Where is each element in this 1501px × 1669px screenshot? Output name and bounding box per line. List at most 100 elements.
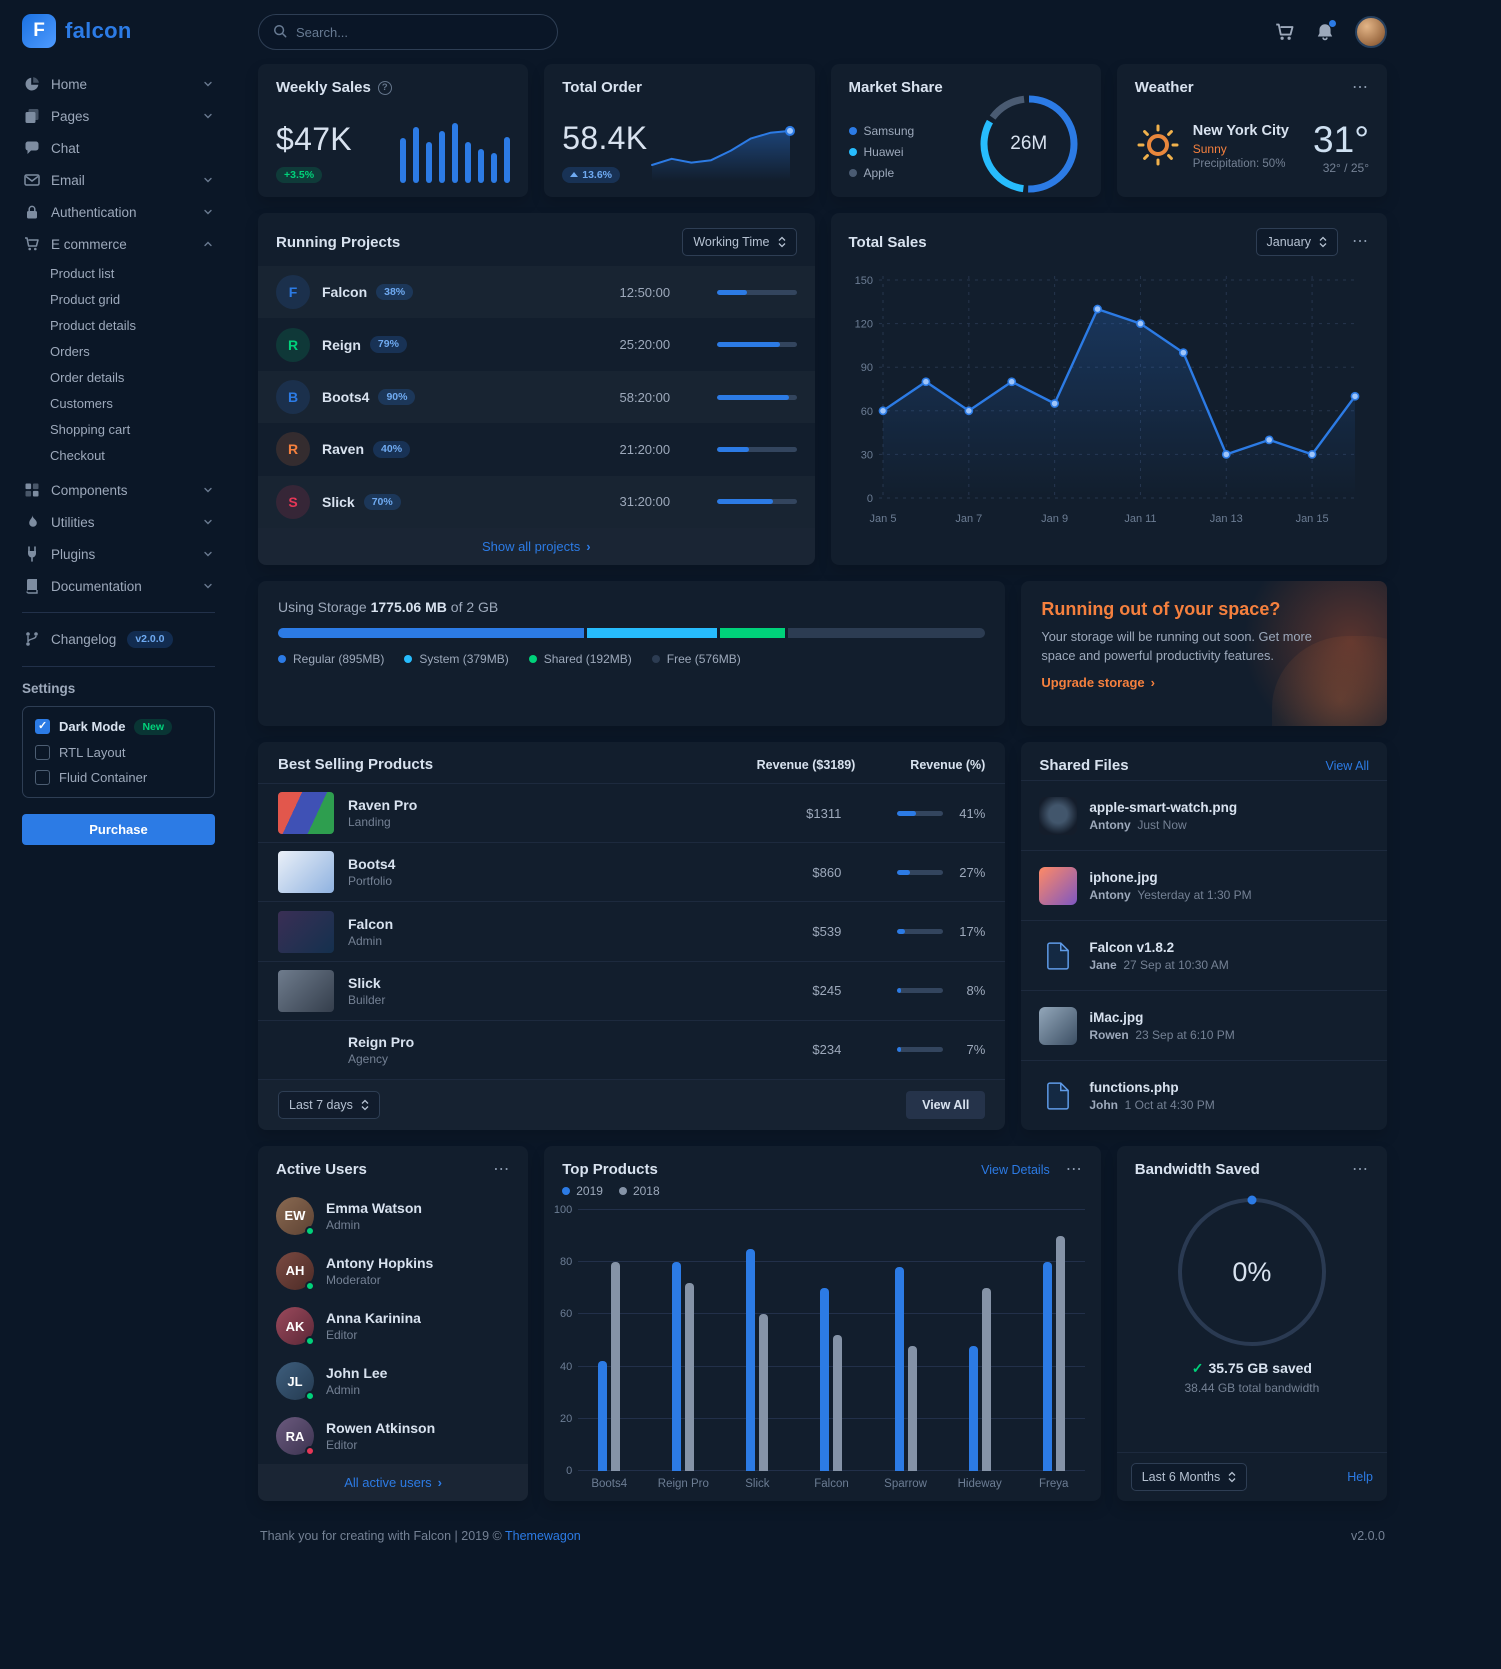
weekly-sales-card: Weekly Sales ? $47K +3.5% <box>258 64 529 197</box>
dark-mode-toggle[interactable]: Dark Mode New <box>35 718 202 735</box>
project-name[interactable]: Reign <box>322 336 361 353</box>
file-name[interactable]: iMac.jpg <box>1089 1009 1144 1025</box>
themewagon-link[interactable]: Themewagon <box>505 1529 581 1543</box>
view-all-button[interactable]: View All <box>906 1091 986 1120</box>
sidebar-item-components[interactable]: Components <box>22 474 215 506</box>
product-thumbnail <box>278 910 334 953</box>
user-name[interactable]: Emma Watson <box>326 1199 422 1216</box>
product-name[interactable]: Raven Pro <box>348 797 418 814</box>
svg-text:0: 0 <box>866 493 872 505</box>
product-percent: 41% <box>959 805 986 821</box>
file-thumbnail-imac <box>1039 1006 1078 1045</box>
product-name[interactable]: Reign Pro <box>348 1033 415 1050</box>
working-time-select[interactable]: Working Time <box>682 228 797 256</box>
help-icon[interactable]: ? <box>377 80 392 95</box>
sidebar-item-documentation[interactable]: Documentation <box>22 570 215 602</box>
weekly-sales-badge: +3.5% <box>276 166 323 183</box>
sidebar-item-changelog[interactable]: Changelog v2.0.0 <box>22 623 215 656</box>
weather-title: Weather <box>1134 79 1194 96</box>
sidebar-item-authentication[interactable]: Authentication <box>22 196 215 228</box>
view-all-link[interactable]: View All <box>1325 758 1369 773</box>
project-avatar: R <box>276 432 310 467</box>
legend-item-huawei: Huawei <box>848 145 915 159</box>
sidebar-item-product-list[interactable]: Product list <box>50 265 115 281</box>
card-menu-button[interactable]: ⋯ <box>1352 78 1369 96</box>
file-name[interactable]: apple-smart-watch.png <box>1089 799 1238 815</box>
upgrade-storage-link[interactable]: Upgrade storage › <box>1041 675 1155 691</box>
product-name[interactable]: Falcon <box>348 915 394 932</box>
card-menu-button[interactable]: ⋯ <box>493 1160 511 1178</box>
fluid-container-toggle[interactable]: Fluid Container <box>35 770 202 785</box>
dark-mode-checkbox[interactable] <box>35 719 50 735</box>
bandwidth-saved-text: ✓ 35.75 GB saved <box>1191 1360 1312 1376</box>
sidebar-item-plugins[interactable]: Plugins <box>22 538 215 570</box>
project-name[interactable]: Boots4 <box>322 389 370 406</box>
cart-button[interactable] <box>1275 22 1295 42</box>
card-menu-button[interactable]: ⋯ <box>1065 1160 1083 1178</box>
file-name[interactable]: functions.php <box>1089 1079 1179 1095</box>
period-select[interactable]: Last 7 days <box>278 1091 380 1120</box>
project-time: 21:20:00 <box>619 441 671 457</box>
sidebar-item-utilities[interactable]: Utilities <box>22 506 215 538</box>
user-row: AK Anna Karinina Editor <box>276 1298 510 1353</box>
file-name[interactable]: iphone.jpg <box>1089 869 1158 885</box>
select-arrows-icon <box>1319 236 1327 248</box>
user-name[interactable]: Anna Karinina <box>326 1310 421 1326</box>
brand-logo[interactable]: F falcon <box>22 14 215 48</box>
search-box[interactable] <box>258 14 558 50</box>
sidebar-item-product-details[interactable]: Product details <box>50 317 136 333</box>
rtl-layout-toggle[interactable]: RTL Layout <box>35 745 202 760</box>
sidebar-item-order-details[interactable]: Order details <box>50 369 125 385</box>
sidebar-item-email[interactable]: Email <box>22 164 215 196</box>
product-percent: 17% <box>959 924 986 939</box>
chevron-up-icon <box>203 239 213 249</box>
all-active-users-link[interactable]: All active users › <box>258 1464 528 1501</box>
version-badge: v2.0.0 <box>127 631 173 648</box>
check-icon: ✓ <box>1191 1360 1204 1376</box>
sidebar-item-orders[interactable]: Orders <box>50 343 90 359</box>
sidebar-item-shopping-cart[interactable]: Shopping cart <box>50 421 131 437</box>
sidebar-item-customers[interactable]: Customers <box>50 395 113 411</box>
sidebar-item-ecommerce[interactable]: E commerce <box>22 228 215 260</box>
card-menu-button[interactable]: ⋯ <box>1352 233 1369 250</box>
page-footer: Thank you for creating with Falcon | 201… <box>258 1501 1387 1543</box>
project-percent-badge: 38% <box>376 283 414 301</box>
sidebar-item-label: Chat <box>51 140 80 156</box>
sidebar-item-home[interactable]: Home <box>22 68 215 100</box>
purchase-button[interactable]: Purchase <box>22 814 215 845</box>
sidebar-item-product-grid[interactable]: Product grid <box>50 291 121 307</box>
sidebar-item-pages[interactable]: Pages <box>22 100 215 132</box>
notifications-button[interactable] <box>1315 20 1336 42</box>
sidebar-item-label: Documentation <box>51 578 142 594</box>
user-name[interactable]: Antony Hopkins <box>326 1254 434 1271</box>
product-name[interactable]: Boots4 <box>348 856 396 873</box>
search-input[interactable] <box>296 24 543 40</box>
month-select[interactable]: January <box>1255 228 1338 256</box>
file-name[interactable]: Falcon v1.8.2 <box>1089 939 1175 955</box>
help-link[interactable]: Help <box>1347 1470 1373 1484</box>
svg-text:Jan 11: Jan 11 <box>1124 513 1156 525</box>
chevron-down-icon <box>203 79 213 89</box>
file-row: Falcon v1.8.2 Jane 27 Sep at 10:30 AM <box>1021 920 1387 990</box>
project-name[interactable]: Slick <box>322 493 355 510</box>
svg-text:30: 30 <box>860 449 872 461</box>
rtl-checkbox[interactable] <box>35 745 50 760</box>
user-row: JL John Lee Admin <box>276 1354 510 1409</box>
show-all-projects-link[interactable]: Show all projects › <box>258 528 815 565</box>
view-details-link[interactable]: View Details <box>981 1162 1050 1177</box>
user-name[interactable]: Rowen Atkinson <box>326 1420 436 1437</box>
active-users-card: Active Users ⋯ EW Emma Watson Admin AH An… <box>258 1146 529 1501</box>
user-name[interactable]: John Lee <box>326 1365 388 1382</box>
sidebar-item-chat[interactable]: Chat <box>22 132 215 164</box>
project-avatar: B <box>276 380 310 415</box>
project-name[interactable]: Falcon <box>322 284 368 301</box>
project-name[interactable]: Raven <box>322 441 365 458</box>
months-select[interactable]: Last 6 Months <box>1130 1463 1248 1491</box>
profile-menu-button[interactable] <box>1355 16 1387 48</box>
fluid-checkbox[interactable] <box>35 770 50 785</box>
product-name[interactable]: Slick <box>348 974 381 991</box>
chevron-down-icon <box>203 175 213 185</box>
card-menu-button[interactable]: ⋯ <box>1352 1160 1369 1178</box>
sidebar-item-checkout[interactable]: Checkout <box>50 447 105 463</box>
market-share-legend: Samsung Huawei Apple <box>848 124 915 180</box>
